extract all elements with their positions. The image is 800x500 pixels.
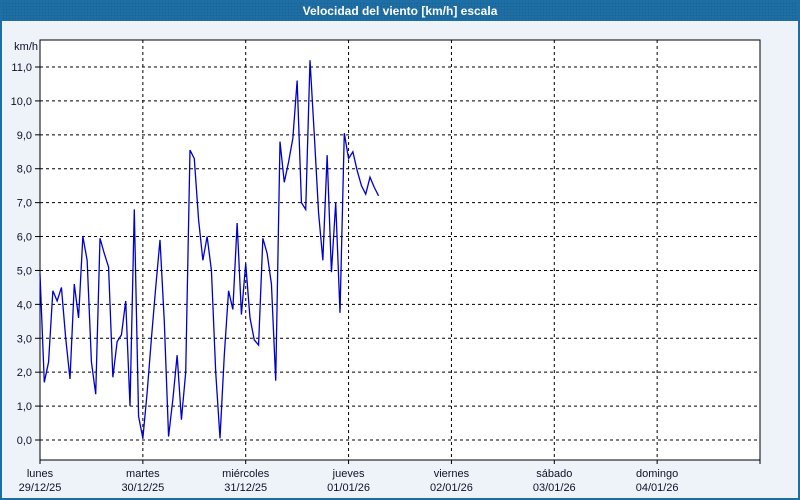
y-tick-label: 4,0 <box>17 299 32 311</box>
x-date-label: 03/01/26 <box>533 482 576 494</box>
x-date-label: 01/01/26 <box>327 482 370 494</box>
y-tick-label: 10,0 <box>11 96 32 108</box>
x-date-label: 30/12/25 <box>121 482 164 494</box>
y-tick-label: 8,0 <box>17 164 32 176</box>
x-day-label: viernes <box>434 468 470 480</box>
y-tick-label: 5,0 <box>17 265 32 277</box>
plot-border <box>39 39 761 461</box>
y-tick-label: 3,0 <box>17 333 32 345</box>
y-axis-unit-label: km/h <box>14 41 38 53</box>
y-tick-label: 1,0 <box>17 401 32 413</box>
y-tick-label: 11,0 <box>11 62 32 74</box>
x-day-label: jueves <box>332 468 365 480</box>
chart-title: Velocidad del viento [km/h] escala <box>302 4 498 18</box>
y-tick-label: 9,0 <box>17 130 32 142</box>
y-tick-label: 2,0 <box>17 367 32 379</box>
wind-speed-line <box>39 60 380 439</box>
y-tick-label: 6,0 <box>17 232 32 244</box>
x-day-label: miércoles <box>222 468 270 480</box>
y-tick-label: 7,0 <box>17 198 32 210</box>
x-date-label: 29/12/25 <box>19 482 62 494</box>
x-day-label: sábado <box>536 468 572 480</box>
x-day-label: lunes <box>27 468 54 480</box>
x-day-label: domingo <box>636 468 678 480</box>
title-bar: Velocidad del viento [km/h] escala <box>2 2 798 21</box>
x-date-label: 02/01/26 <box>430 482 473 494</box>
plot-area <box>40 40 760 460</box>
y-tick-label: 0,0 <box>17 435 32 447</box>
x-date-label: 31/12/25 <box>224 482 267 494</box>
x-date-label: 04/01/26 <box>636 482 679 494</box>
x-day-label: martes <box>126 468 160 480</box>
